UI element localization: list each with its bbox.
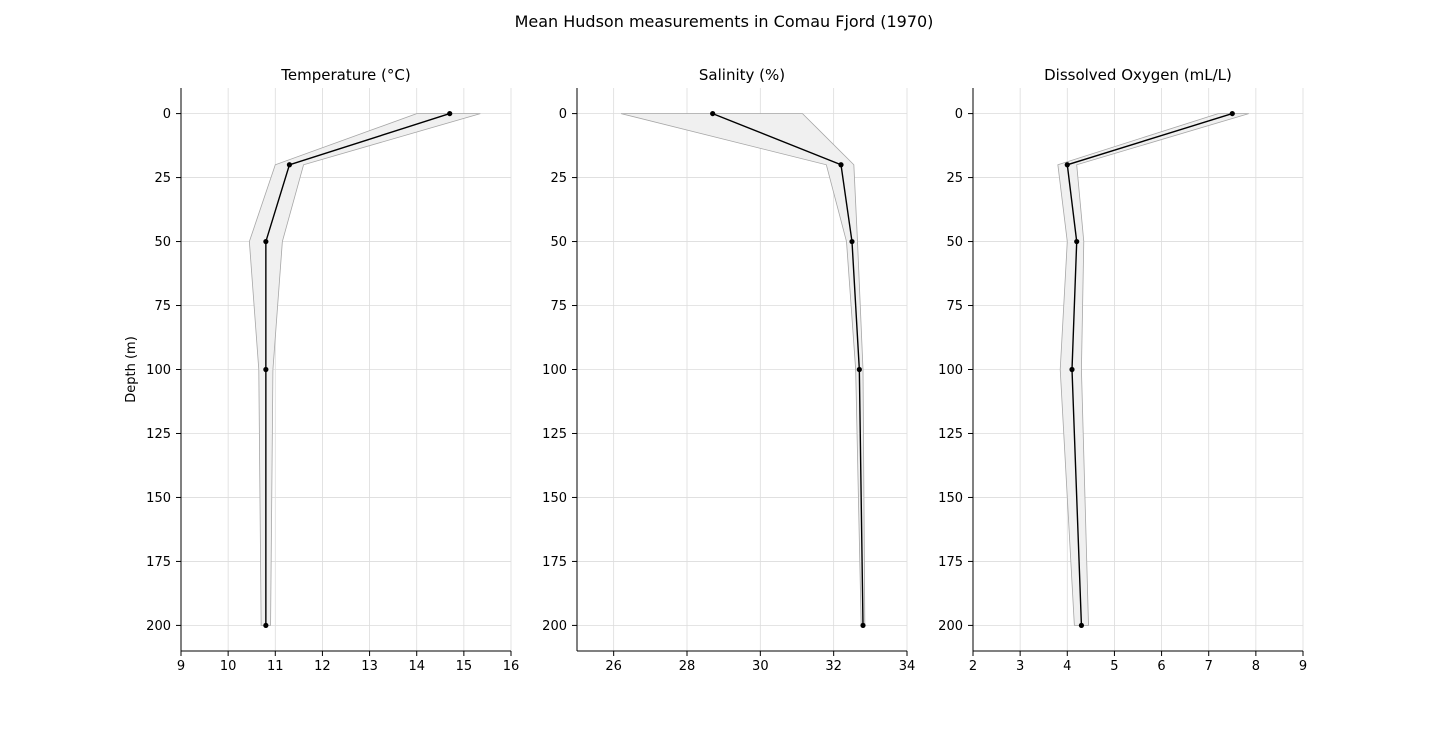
x-tick-label: 16 xyxy=(503,659,520,674)
data-point xyxy=(710,110,716,117)
data-point xyxy=(263,622,269,629)
x-tick-label: 2 xyxy=(969,659,977,674)
y-tick-label: 25 xyxy=(550,171,567,186)
x-tick-label: 9 xyxy=(177,659,185,674)
x-tick-label: 26 xyxy=(605,659,622,674)
y-tick-label: 200 xyxy=(542,619,567,634)
y-tick-label: 50 xyxy=(550,235,567,250)
y-tick-label: 200 xyxy=(938,619,963,634)
x-tick-label: 32 xyxy=(825,659,842,674)
y-tick-label: 25 xyxy=(946,171,963,186)
y-tick-label: 175 xyxy=(146,555,171,570)
data-point xyxy=(447,110,453,117)
y-tick-label: 75 xyxy=(946,299,963,314)
x-tick-label: 15 xyxy=(456,659,473,674)
figure-title: Mean Hudson measurements in Comau Fjord … xyxy=(515,12,934,31)
y-tick-label: 200 xyxy=(146,619,171,634)
y-tick-label: 100 xyxy=(146,363,171,378)
y-tick-label: 150 xyxy=(146,491,171,506)
data-point xyxy=(1064,162,1070,168)
data-point xyxy=(286,162,293,168)
y-tick-label: 50 xyxy=(154,235,171,250)
x-tick-label: 10 xyxy=(220,659,237,674)
panel-title: Dissolved Oxygen (mL/L) xyxy=(1044,66,1232,84)
data-point xyxy=(1078,622,1085,629)
x-tick-label: 5 xyxy=(1110,659,1118,674)
x-tick-label: 8 xyxy=(1252,659,1260,674)
x-tick-label: 11 xyxy=(267,659,284,674)
data-point xyxy=(860,622,866,629)
x-tick-label: 6 xyxy=(1157,659,1165,674)
x-tick-label: 30 xyxy=(752,659,769,674)
data-point xyxy=(849,238,855,245)
panel-title: Temperature (°C) xyxy=(280,66,410,84)
y-tick-label: 75 xyxy=(550,299,567,314)
chart-panels: 9 10 11 12 13 14 15 160255075100125150175200Tem… xyxy=(124,66,1307,674)
y-tick-label: 175 xyxy=(938,555,963,570)
panel-title: Salinity (%) xyxy=(699,66,785,84)
chart-panel-1: 9 10 11 12 13 14 15 16 0 25 50 75 100 125 150 175 200 Tem… xyxy=(124,66,519,674)
y-tick-label: 175 xyxy=(542,555,567,570)
x-tick-label: 4 xyxy=(1063,659,1071,674)
data-point xyxy=(856,366,862,373)
y-tick-label: 125 xyxy=(938,427,963,442)
y-tick-label: 100 xyxy=(542,363,567,378)
y-tick-label: 0 xyxy=(559,107,567,122)
x-tick-label: 12 xyxy=(314,659,331,674)
uncertainty-band xyxy=(1057,113,1249,626)
uncertainty-band xyxy=(248,113,481,626)
data-point xyxy=(1069,366,1075,373)
y-tick-label: 125 xyxy=(146,427,171,442)
chart-panel-2: 26 28 30 32 34 0 25 50 75 100 125 150 175 200 Salinity… xyxy=(542,66,915,674)
y-tick-label: 50 xyxy=(946,235,963,250)
y-tick-label: 150 xyxy=(938,491,963,506)
y-tick-label: 75 xyxy=(154,299,171,314)
x-tick-label: 3 xyxy=(1016,659,1024,674)
y-tick-label: 0 xyxy=(163,107,171,122)
x-tick-label: 7 xyxy=(1205,659,1213,674)
data-point xyxy=(263,238,269,245)
y-tick-label: 100 xyxy=(938,363,963,378)
data-point xyxy=(263,366,269,373)
data-point xyxy=(1074,238,1080,245)
x-tick-label: 28 xyxy=(679,659,696,674)
data-point xyxy=(1229,110,1235,117)
y-tick-label: 0 xyxy=(955,107,963,122)
x-tick-label: 9 xyxy=(1299,659,1307,674)
y-tick-label: 125 xyxy=(542,427,567,442)
y-tick-label: 25 xyxy=(154,171,171,186)
y-tick-label: 150 xyxy=(542,491,567,506)
data-point xyxy=(838,162,844,168)
x-tick-label: 14 xyxy=(408,659,425,674)
chart-panel-3: 2 3 4 5 6 7 8 9 0 25 50 75 100 125 150 175 200 Dissolved … xyxy=(938,66,1307,674)
x-tick-label: 13 xyxy=(361,659,378,674)
x-tick-label: 34 xyxy=(899,659,916,674)
y-axis-label: Depth (m) xyxy=(124,336,139,403)
